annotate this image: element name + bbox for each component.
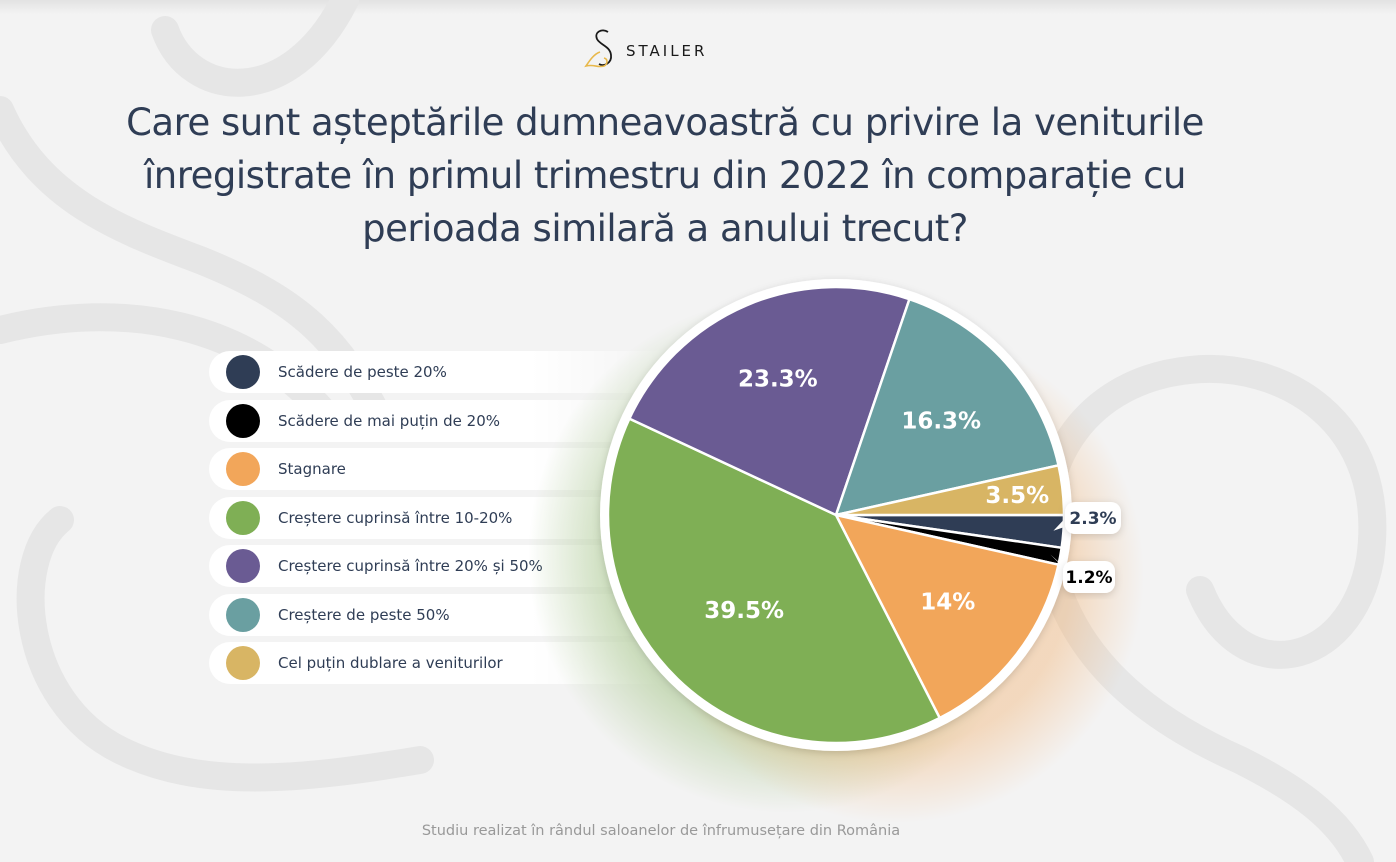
pie-slice [834,513,1060,720]
legend-label: Stagnare [278,460,346,478]
legend-swatch-icon [226,646,260,680]
slice-value-label: 16.3% [901,409,981,435]
legend-label: Cel puțin dublare a veniturilor [278,654,503,672]
legend-label: Creștere cuprinsă între 10-20% [278,508,513,527]
callout-box [1065,502,1121,534]
pie-slice [628,285,911,517]
legend-label: Creștere cuprinsă între 20% și 50% [278,557,543,575]
legend-swatch-icon [226,597,260,632]
slice-value-label: 2.3% [1069,509,1116,529]
slice-value-label: 1.2% [1065,568,1112,588]
legend-swatch-icon [226,452,260,486]
brand-logo: STAILER [584,26,707,70]
callout-box [1063,561,1115,593]
footer-note: Studiu realizat în rândul saloanelor de … [421,823,901,839]
callout-label: 2.3% [1053,502,1121,534]
slice-value-label: 39.5% [704,598,784,624]
slice-value-label: 23.3% [738,367,818,393]
legend-swatch-icon [226,549,260,583]
callout-label: 1.2% [1050,554,1115,593]
pie-slice [834,297,1060,517]
legend-label: Creștere de peste 50% [278,605,450,624]
slice-value-label: 3.5% [985,483,1049,509]
page-title: Care sunt așteptările dumneavoastră cu p… [126,101,1204,250]
legend-swatch-icon [226,403,260,438]
slice-value-label: 14% [920,590,975,616]
legend-label: Scădere de mai puțin de 20% [278,411,501,430]
pie-slice [834,464,1066,517]
brand-name: STAILER [626,42,708,60]
pie-slice [606,417,941,745]
stailer-s-logo-icon [584,29,612,68]
legend-label: Scădere de peste 20% [278,363,447,381]
legend-item: Scădere de peste 20% [209,351,669,393]
legend-swatch-icon [226,500,260,535]
legend-swatch-icon [226,355,260,389]
